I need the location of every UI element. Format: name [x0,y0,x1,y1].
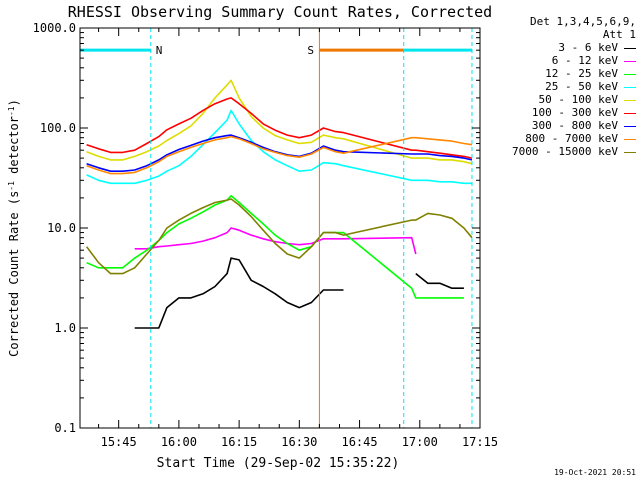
legend-swatch [624,125,636,127]
legend-swatch [624,138,636,140]
legend-entry: 25 - 50 keV [496,80,636,93]
series-line [86,135,473,175]
legend-label: 100 - 300 keV [531,106,618,119]
series-line [85,198,473,275]
legend-entry: 800 - 7000 keV [496,132,636,145]
x-tick-label: 16:45 [341,435,377,449]
y-tick-label: 100.0 [40,121,76,135]
y-tick-label: 1000.0 [33,21,76,35]
legend-label: 50 - 100 keV [538,93,618,106]
plot-frame [79,27,481,429]
legend-label: 7000 - 15000 keV [512,145,618,158]
legend-title: Det 1,3,4,5,6,9, [530,15,636,28]
x-axis-label: Start Time (29-Sep-02 15:35:22) [157,456,400,471]
series-line [134,257,344,329]
y-axis-ticks: 0.1 1.0 10.0 100.0 1000.0 [33,21,480,435]
series-line [86,109,472,185]
y-tick-label: 10.0 [47,221,76,235]
legend-label: 300 - 800 keV [531,119,618,132]
x-tick-label: 16:00 [161,435,197,449]
legend-label: 12 - 25 keV [545,67,618,80]
legend-swatch [624,99,636,101]
timestamp-label: 19-Oct-2021 20:51 [554,468,636,477]
legend-entry: 300 - 800 keV [496,119,636,132]
series-line [86,195,464,299]
legend-label: 3 - 6 keV [558,41,618,54]
chart-title: RHESSI Observing Summary Count Rates, Co… [68,3,492,21]
x-tick-label: 17:15 [462,435,498,449]
y-tick-label: 1.0 [54,321,76,335]
flag-label: N [156,44,163,57]
legend-label: 6 - 12 keV [551,54,618,67]
legend-title: Att 1 [602,28,636,41]
series-line [86,97,473,159]
series-line [134,227,417,255]
x-tick-label: 16:15 [221,435,257,449]
y-axis-label: Corrected Count Rate (s-1 detector-1) [7,99,21,357]
series-line [415,272,464,290]
legend-entry: 50 - 100 keV [496,93,636,106]
legend-entry: 3 - 6 keV [496,41,636,54]
legend-entry: 7000 - 15000 keV [496,145,636,158]
x-tick-label: 16:30 [281,435,317,449]
legend-entry: 6 - 12 keV [496,54,636,67]
legend-swatch [624,86,636,88]
series-line [86,134,473,172]
legend-swatch [624,47,636,49]
series-layer [85,79,473,329]
legend-swatch [624,60,636,62]
legend-swatch [624,73,636,75]
legend-label: 800 - 7000 keV [525,132,618,145]
x-tick-label: 15:45 [101,435,137,449]
x-axis-ticks: 15:45 16:00 16:15 16:30 16:45 17:00 17:15 [98,28,498,449]
legend-swatch [624,151,636,153]
series-line [86,79,473,165]
legend-entry: 100 - 300 keV [496,106,636,119]
flag-label: S [307,44,314,57]
y-tick-label: 0.1 [54,421,76,435]
x-tick-label: 17:00 [402,435,438,449]
legend-label: 25 - 50 keV [545,80,618,93]
legend-entry: 12 - 25 keV [496,67,636,80]
legend-swatch [624,112,636,114]
